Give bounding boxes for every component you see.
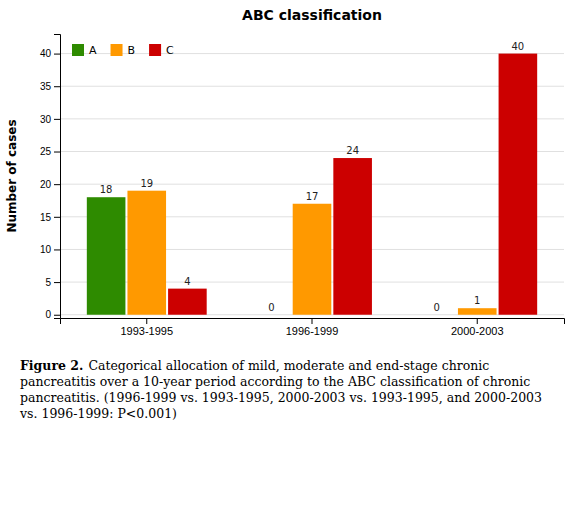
legend-label: B — [128, 44, 136, 57]
y-tick-mark — [54, 119, 60, 120]
chart-svg: 05101520253035401993-19951996-19992000-2… — [0, 0, 579, 516]
y-tick-mark — [54, 315, 60, 316]
caption-line: pancreatitis over a 10-year period accor… — [20, 374, 530, 389]
y-tick-label: 25 — [40, 146, 52, 157]
grid-line — [60, 151, 564, 152]
grid-line — [60, 53, 564, 54]
y-tick-label: 10 — [40, 244, 52, 255]
bar — [499, 54, 538, 315]
y-tick-mark — [54, 282, 60, 283]
legend-swatch — [72, 44, 84, 56]
legend-swatch — [149, 44, 161, 56]
bars — [87, 54, 537, 315]
data-label: 0 — [433, 302, 439, 313]
grid — [60, 54, 564, 315]
bar-series — [127, 191, 496, 315]
legend-item: C — [149, 44, 174, 57]
bar — [333, 158, 372, 315]
y-tick: 40 — [40, 48, 60, 59]
data-label: 4 — [184, 276, 190, 287]
data-label: 24 — [346, 145, 359, 156]
plot: 05101520253035401993-19951996-19992000-2… — [40, 35, 565, 337]
bar-series — [168, 54, 537, 315]
grid-line — [60, 118, 564, 119]
y-tick: 30 — [40, 114, 60, 125]
y-tick: 5 — [45, 277, 60, 288]
grid-line — [60, 86, 564, 87]
legend-swatch — [111, 44, 123, 56]
y-tick-mark — [54, 86, 60, 87]
bar — [127, 191, 166, 315]
y-tick: 25 — [40, 146, 60, 157]
bar — [252, 314, 291, 315]
legend-label: A — [89, 44, 97, 57]
caption-line: Categorical allocation of mild, moderate… — [88, 358, 489, 373]
caption-line: vs. 1996-1999: P<0.001) — [19, 406, 177, 421]
y-axis-title: Number of cases — [5, 119, 19, 232]
data-label: 17 — [306, 191, 319, 202]
y-tick-mark — [54, 152, 60, 153]
caption: Categorical allocation of mild, moderate… — [19, 358, 542, 421]
data-label: 0 — [268, 302, 274, 313]
x-tick: 2000-2003 — [451, 318, 504, 337]
y-tick-mark — [54, 184, 60, 185]
y-tick-mark — [54, 249, 60, 250]
y-axis-line — [54, 35, 61, 319]
y-tick-mark — [54, 217, 60, 218]
y-tick-label: 40 — [40, 48, 52, 59]
y-tick: 15 — [40, 212, 60, 223]
y-tick-mark — [54, 54, 60, 55]
data-label: 18 — [100, 184, 113, 195]
y-tick-label: 30 — [40, 114, 52, 125]
y-tick-label: 20 — [40, 179, 52, 190]
x-tick-mark — [312, 318, 313, 324]
grid-line — [60, 184, 564, 185]
bar — [458, 308, 497, 315]
bar — [417, 314, 456, 315]
x-tick-label: 2000-2003 — [451, 325, 504, 337]
x-tick-label: 1996-1999 — [286, 325, 339, 337]
caption-label: Figure 2. — [20, 358, 83, 373]
x-axis: 1993-1995 1996-1999 2000-2003 — [61, 318, 565, 337]
bar — [87, 197, 126, 315]
y-tick-label: 35 — [40, 81, 52, 92]
data-label: 40 — [512, 41, 525, 52]
y-tick: 10 — [40, 244, 60, 255]
y-axis: 0 5 10 15 20 25 30 35 40 — [40, 35, 61, 321]
data-labels: 18 0 0 19 17 1 4 24 40 — [100, 41, 524, 313]
caption-line: pancreatitis. (1996-1999 vs. 1993-1995, … — [20, 390, 542, 405]
title: ABC classification — [242, 7, 382, 23]
y-tick: 20 — [40, 179, 60, 190]
legend-item: B — [111, 44, 136, 57]
y-tick-label: 0 — [45, 309, 51, 320]
y-tick-label: 15 — [40, 212, 52, 223]
legend-label: C — [166, 44, 174, 57]
legend: A B C — [72, 44, 174, 57]
x-tick-mark — [477, 318, 478, 324]
x-axis-line — [61, 319, 565, 325]
x-tick: 1993-1995 — [120, 318, 173, 337]
legend-item: A — [72, 44, 97, 57]
x-tick: 1996-1999 — [286, 318, 339, 337]
data-label: 1 — [474, 295, 480, 306]
y-tick: 35 — [40, 81, 60, 92]
bar-series — [87, 197, 126, 315]
y-tick: 0 — [45, 309, 60, 320]
x-tick-mark — [146, 318, 147, 324]
bar — [168, 289, 207, 315]
bar — [293, 204, 332, 315]
x-tick-label: 1993-1995 — [120, 325, 173, 337]
data-label: 19 — [140, 178, 153, 189]
y-tick-label: 5 — [45, 277, 51, 288]
